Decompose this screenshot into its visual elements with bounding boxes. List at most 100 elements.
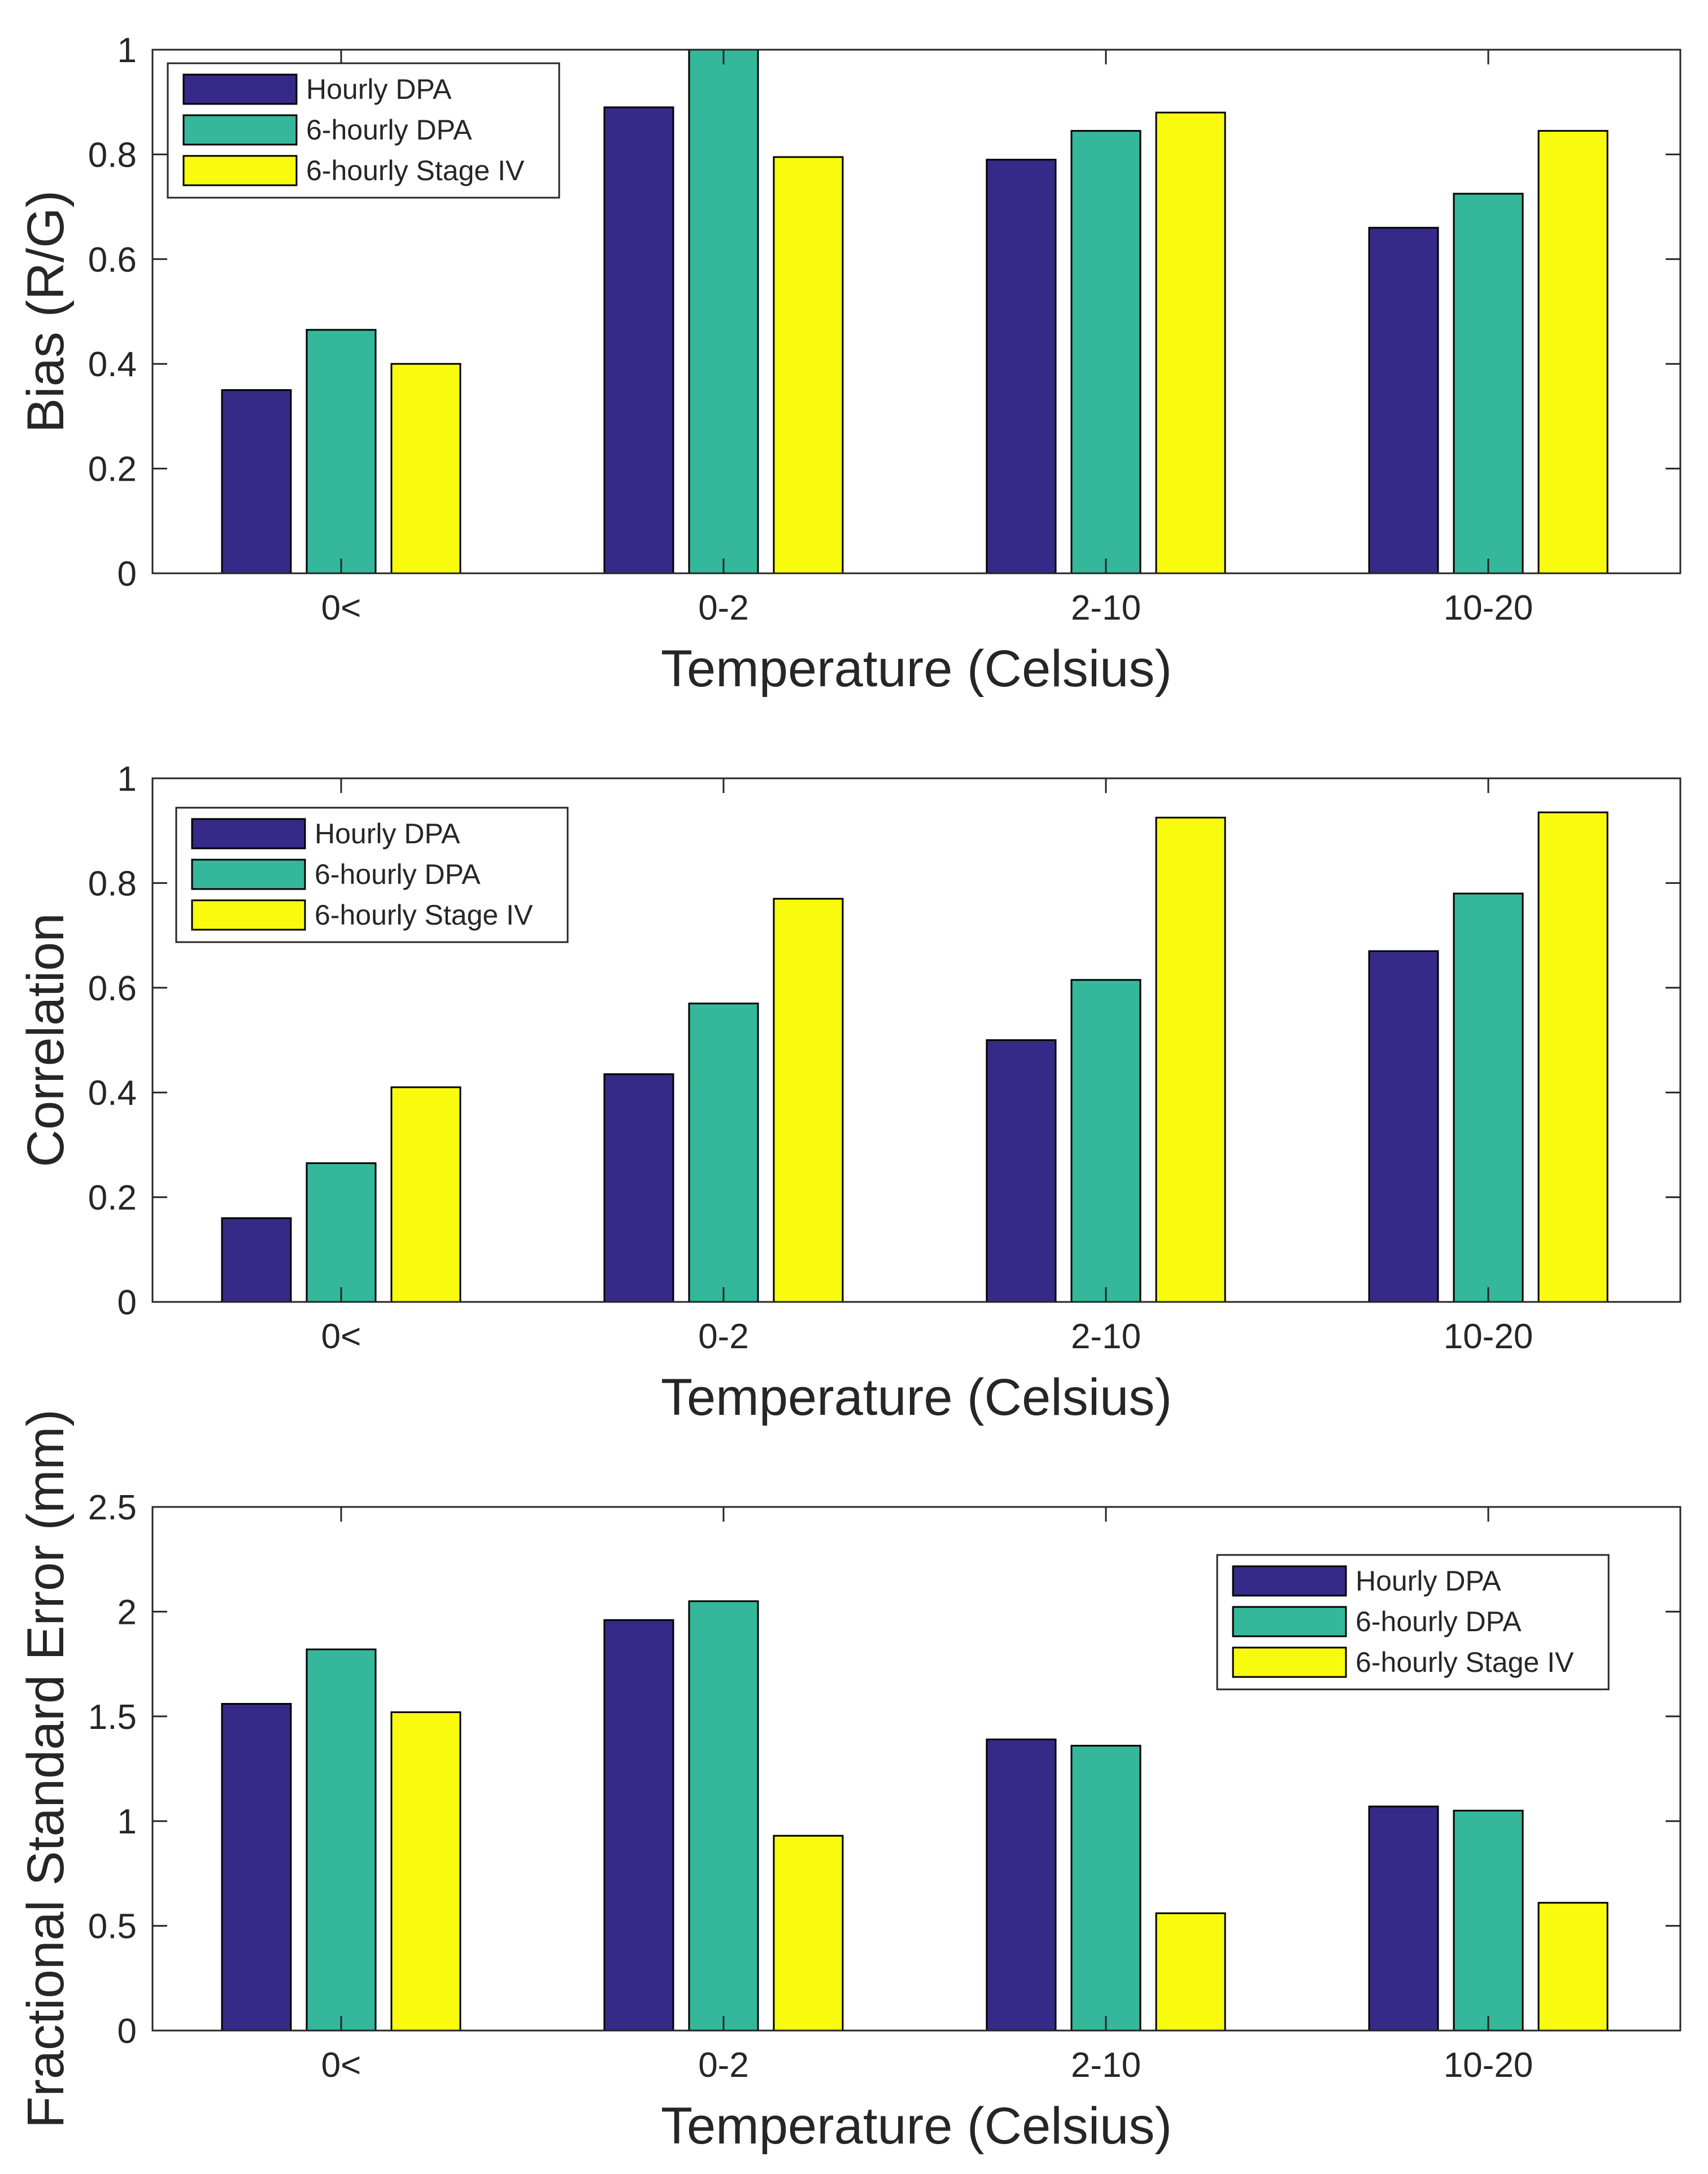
legend-label: 6-hourly DPA [306,114,472,146]
x-tick-label: 0< [321,589,361,628]
y-tick-label: 0.6 [88,969,137,1008]
y-axis-title: Fractional Standard Error (mm) [17,1409,75,2128]
chart-panel-1: 0 0.2 0.4 0.6 0.8 1 0< 0-2 2-10 10-20 Temperature … [17,31,1681,698]
bar-6-hourly-stage-iv-2 [773,898,844,1303]
y-tick-label: 0 [117,555,137,594]
y-tick-label: 1 [117,1802,137,1841]
y-tick-label: 1.5 [88,1698,137,1737]
legend-swatch [191,899,306,931]
bar-6-hourly-dpa-1 [306,1162,377,1303]
x-tick-label: 0< [321,1317,361,1356]
legend-swatch [1232,1565,1347,1597]
axes-box [151,49,1681,574]
legend-swatch [182,114,298,146]
x-tick-label: 0< [321,2046,361,2085]
x-axis-title: Temperature (Celsius) [661,2097,1172,2155]
legend-label: 6-hourly Stage IV [315,899,533,931]
bar-hourly-dpa-4 [1368,950,1439,1303]
legend-swatch [182,73,298,105]
legend: Hourly DPA 6-hourly DPA 6-hourly Stage IV [1216,1554,1610,1691]
bar-6-hourly-dpa-4 [1453,1810,1524,2032]
axes-box [151,1506,1681,2032]
chart-panel-2: 0 0.2 0.4 0.6 0.8 1 0< 0-2 2-10 10-20 Temperature … [17,760,1681,1426]
bar-6-hourly-stage-iv-3 [1155,817,1226,1303]
x-tick-label: 2-10 [1071,1317,1141,1356]
bar-6-hourly-stage-iv-4 [1537,811,1609,1303]
bar-6-hourly-dpa-1 [306,1648,377,2032]
x-tick-label: 0-2 [698,1317,749,1356]
bar-hourly-dpa-1 [221,389,292,574]
x-axis-title: Temperature (Celsius) [661,640,1172,698]
legend-label: Hourly DPA [315,818,460,849]
x-tick-label: 0-2 [698,2046,749,2085]
bar-6-hourly-stage-iv-1 [390,1711,461,2032]
y-tick-label: 2 [117,1593,137,1632]
legend-swatch [1232,1606,1347,1637]
y-tick-label: 0.5 [88,1907,137,1946]
bar-6-hourly-dpa-2 [688,1003,759,1303]
legend-swatch [191,818,306,849]
bar-6-hourly-dpa-3 [1070,979,1141,1303]
x-tick-label: 10-20 [1444,2046,1533,2085]
x-tick-label: 10-20 [1444,1317,1533,1356]
x-tick-label: 0-2 [698,589,749,628]
bar-6-hourly-stage-iv-4 [1537,130,1609,574]
x-axis-title: Temperature (Celsius) [661,1369,1172,1426]
legend-label: 6-hourly DPA [1356,1606,1522,1637]
legend-label: Hourly DPA [1356,1565,1501,1597]
bar-hourly-dpa-1 [221,1703,292,2032]
legend-swatch [1232,1646,1347,1678]
legend-swatch [191,859,306,890]
y-tick-label: 0.8 [88,136,137,175]
bar-6-hourly-stage-iv-2 [773,156,844,574]
y-tick-label: 1 [117,31,137,70]
legend-label: 6-hourly Stage IV [1356,1646,1574,1678]
legend-label: 6-hourly DPA [315,859,481,890]
bar-6-hourly-dpa-3 [1070,1745,1141,2032]
y-tick-label: 0 [117,2012,137,2051]
bar-6-hourly-stage-iv-1 [390,1086,461,1303]
bar-hourly-dpa-3 [986,1739,1057,2032]
bar-6-hourly-stage-iv-3 [1155,1912,1226,2032]
y-tick-label: 0.2 [88,1179,137,1218]
y-tick-label: 0.4 [88,345,137,384]
y-tick-label: 2.5 [88,1488,137,1527]
x-tick-label: 2-10 [1071,589,1141,628]
bar-hourly-dpa-4 [1368,1805,1439,2032]
axes-box [151,777,1681,1303]
legend: Hourly DPA 6-hourly DPA 6-hourly Stage IV [167,62,560,199]
legend-label: Hourly DPA [306,73,452,105]
bar-6-hourly-stage-iv-1 [390,363,461,574]
y-tick-label: 0.6 [88,241,137,280]
bar-hourly-dpa-1 [221,1217,292,1303]
x-tick-label: 10-20 [1444,589,1533,628]
y-tick-label: 0.4 [88,1074,137,1113]
legend-swatch [182,155,298,186]
bar-hourly-dpa-3 [986,159,1057,574]
bar-hourly-dpa-2 [603,106,674,574]
bar-hourly-dpa-4 [1368,226,1439,574]
y-tick-label: 0 [117,1283,137,1322]
bar-6-hourly-dpa-4 [1453,193,1524,574]
bar-hourly-dpa-3 [986,1039,1057,1303]
y-axis-title: Bias (R/G) [17,190,75,433]
y-tick-label: 0.2 [88,450,137,489]
bar-6-hourly-dpa-2 [688,1600,759,2032]
y-tick-label: 0.8 [88,864,137,903]
bar-6-hourly-dpa-2 [688,49,759,574]
bar-6-hourly-stage-iv-2 [773,1835,844,2032]
legend-label: 6-hourly Stage IV [306,155,525,186]
chart-panel-3: 0 0.5 1 1.5 2 2.5 0< 0-2 2-10 10-20 Temperature (C… [17,1409,1681,2155]
bar-6-hourly-stage-iv-4 [1537,1902,1609,2032]
bar-6-hourly-stage-iv-3 [1155,111,1226,574]
bar-hourly-dpa-2 [603,1073,674,1303]
y-axis-title: Correlation [17,913,75,1167]
x-tick-label: 2-10 [1071,2046,1141,2085]
y-tick-label: 1 [117,760,137,799]
bar-hourly-dpa-2 [603,1619,674,2032]
legend: Hourly DPA 6-hourly DPA 6-hourly Stage IV [175,807,569,943]
bar-6-hourly-dpa-4 [1453,892,1524,1303]
bar-6-hourly-dpa-1 [306,329,377,574]
bar-6-hourly-dpa-3 [1070,130,1141,574]
